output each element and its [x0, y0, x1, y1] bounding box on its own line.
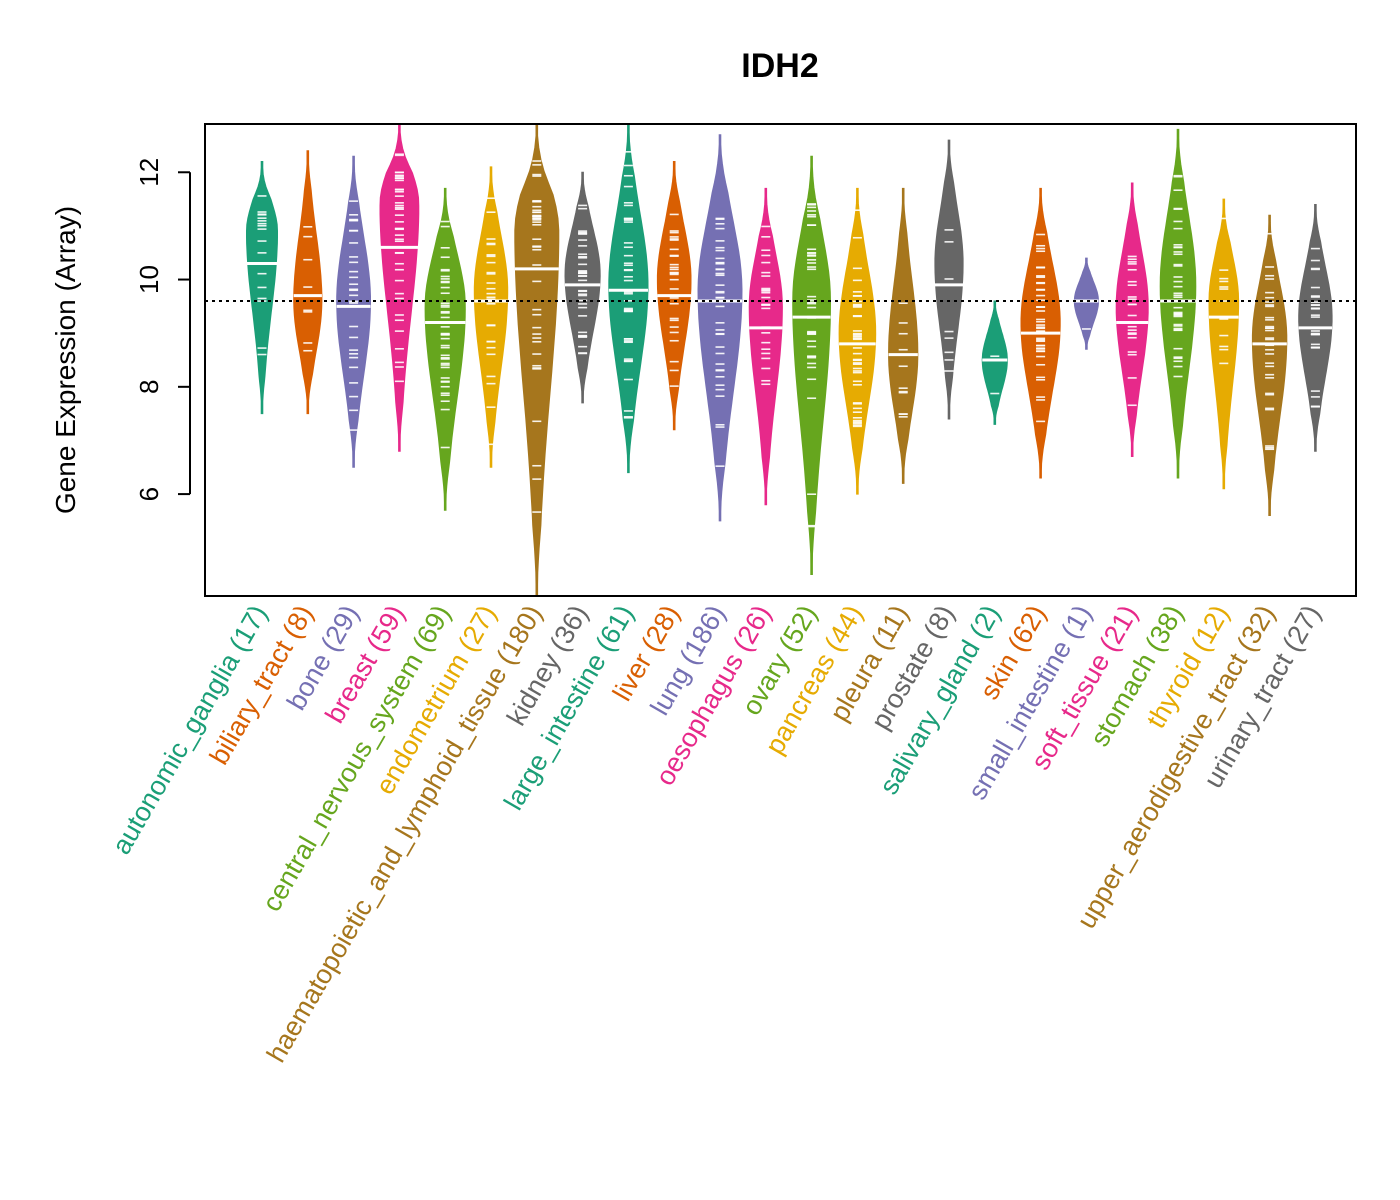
bean-shape-upper_aerodigestive_tract	[1251, 214, 1288, 516]
bean-shape-small_intestine	[1073, 257, 1100, 350]
bean-urinary_tract	[1298, 204, 1333, 452]
y-tick-label-0: 6	[134, 487, 164, 501]
bean-shape-soft_tissue	[1115, 182, 1149, 457]
bean-shape-kidney	[564, 171, 601, 404]
bean-shape-ovary	[792, 155, 832, 575]
bean-shape-stomach	[1159, 128, 1197, 479]
bean-skin	[1020, 187, 1061, 479]
bean-kidney	[564, 171, 601, 404]
bean-pleura	[888, 187, 919, 484]
y-tick-label-3: 12	[134, 158, 164, 187]
x-axis-labels: autonomic_ganglia (17)biliary_tract (8)b…	[106, 600, 1326, 1067]
bean-breast	[379, 123, 420, 452]
bean-thyroid	[1208, 198, 1240, 490]
bean-shape-thyroid	[1208, 198, 1240, 490]
bean-shape-pleura	[888, 187, 919, 484]
bean-upper_aerodigestive_tract	[1251, 214, 1288, 516]
y-axis: 6 8 10 12	[134, 158, 191, 501]
plot-frame	[204, 123, 1357, 597]
bean-shape-oesophagus	[748, 187, 783, 506]
y-axis-label: Gene Expression (Array)	[50, 206, 81, 514]
bean-small_intestine	[1073, 257, 1100, 350]
bean-prostate	[934, 139, 964, 420]
bean-endometrium	[473, 166, 509, 468]
chart-title: IDH2	[741, 47, 818, 85]
bean-large_intestine	[608, 123, 649, 474]
bean-central_nervous_system	[424, 187, 466, 511]
bean-haematopoietic_and_lymphoid_tissue	[514, 123, 560, 597]
bean-liver	[656, 161, 692, 431]
bean-oesophagus	[748, 187, 783, 506]
bean-shape-lung	[697, 134, 743, 522]
bean-shape-haematopoietic_and_lymphoid_tissue	[514, 123, 560, 597]
bean-shape-bone	[336, 155, 371, 468]
bean-shape-salivary_gland	[981, 300, 1008, 425]
bean-stomach	[1159, 128, 1197, 479]
bean-ovary	[792, 155, 832, 575]
bean-shape-endometrium	[473, 166, 509, 468]
y-tick-label-1: 8	[134, 380, 164, 394]
bean-shape-biliary_tract	[293, 150, 323, 415]
bean-lung	[697, 134, 743, 522]
bean-biliary_tract	[293, 150, 323, 415]
bean-autonomic_ganglia	[246, 161, 278, 415]
bean-salivary_gland	[981, 300, 1008, 425]
y-tick-label-2: 10	[134, 265, 164, 294]
bean-pancreas	[838, 187, 877, 495]
bean-bone	[336, 155, 371, 468]
bean-shape-pancreas	[838, 187, 877, 495]
beans-layer	[246, 123, 1333, 597]
bean-shape-central_nervous_system	[424, 187, 466, 511]
bean-soft_tissue	[1115, 182, 1149, 457]
